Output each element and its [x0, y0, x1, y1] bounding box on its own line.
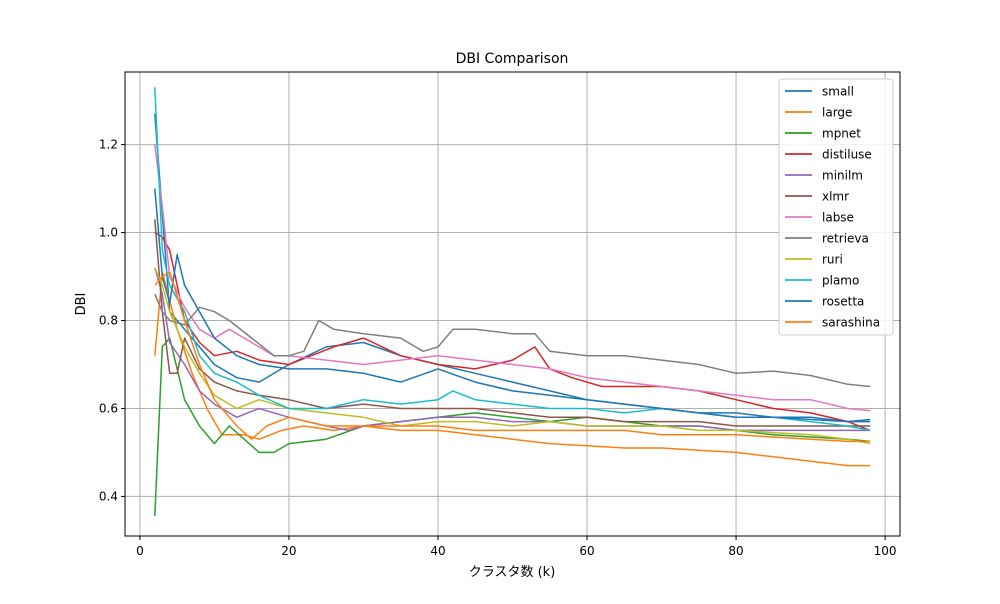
series-line-xlmr: [154, 219, 871, 427]
x-axis-label: クラスタ数 (k): [469, 565, 556, 580]
y-axis-label: DBI: [74, 293, 89, 316]
series-line-ruri: [154, 267, 871, 445]
series-line-sarashina: [154, 271, 871, 443]
axis-ticks: 0 20 40 60 80 100 0.4 0.6 0.8 1.0 1.2: [99, 138, 897, 558]
legend-label-small: small: [822, 85, 854, 99]
plot-frame: [124, 71, 901, 537]
y-tick-label: 1.0: [99, 226, 118, 240]
legend-box: [778, 78, 894, 336]
x-tick-label: 60: [579, 544, 594, 558]
grid: [125, 72, 900, 536]
y-tick-label: 0.6: [99, 401, 118, 415]
series-line-small: [154, 113, 871, 423]
series-line-distiluse: [154, 231, 871, 432]
x-tick-label: 20: [281, 544, 296, 558]
series-line-labse: [154, 144, 871, 412]
y-tick-label: 0.8: [99, 313, 118, 327]
legend-label-mpnet: mpnet: [822, 127, 861, 141]
legend-label-sarashina: sarashina: [822, 316, 880, 330]
series-line-large: [154, 271, 871, 467]
x-tick-label: 100: [874, 544, 897, 558]
legend-label-large: large: [822, 106, 852, 120]
chart-title: DBI Comparison: [456, 51, 569, 67]
legend-label-xlmr: xlmr: [822, 190, 849, 204]
series-line-retrieva: [154, 293, 871, 388]
legend-label-plamo: plamo: [822, 274, 859, 288]
plot-lines: [154, 87, 871, 517]
y-tick-label: 1.2: [99, 138, 118, 152]
legend-label-retrieva: retrieva: [822, 232, 869, 246]
series-line-rosetta: [154, 188, 871, 423]
x-tick-label: 40: [430, 544, 445, 558]
x-tick-label: 0: [136, 544, 144, 558]
legend-label-distiluse: distiluse: [822, 148, 872, 162]
legend-label-ruri: ruri: [822, 253, 843, 267]
y-tick-label: 0.4: [99, 489, 118, 503]
legend-label-rosetta: rosetta: [822, 295, 864, 309]
legend-label-labse: labse: [822, 211, 854, 225]
legend-label-minilm: minilm: [822, 169, 863, 183]
x-tick-label: 80: [728, 544, 743, 558]
legend: small large mpnet distiluse minilm xlmr labse r…: [778, 78, 894, 336]
